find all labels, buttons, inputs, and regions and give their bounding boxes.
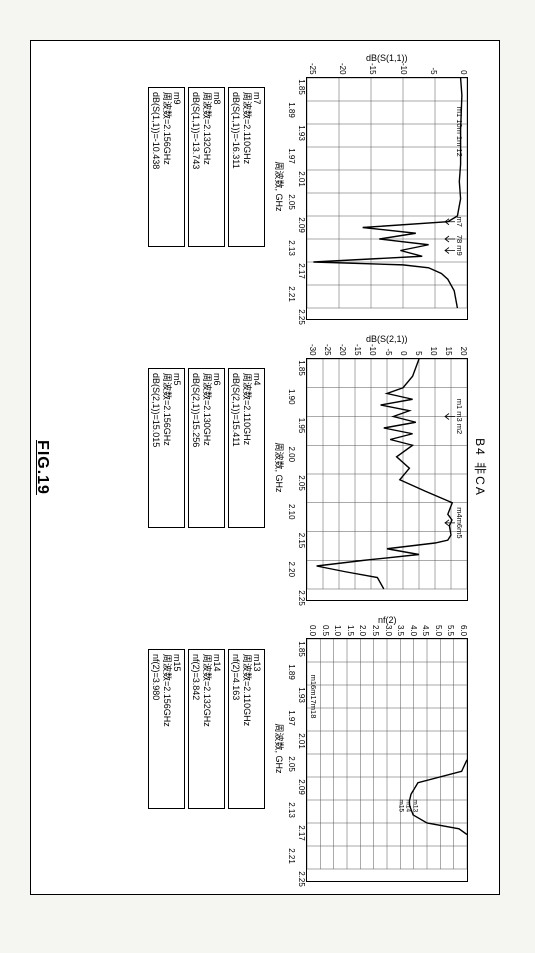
chart-panel-s11: dB(S(1,1))0-5-10-15-20-25 m1 10m 1m 12 m7 7…	[145, 53, 468, 320]
marker-box-m9: m9周波数=2.156GHzdB(S(1,1))=-10.438	[148, 87, 185, 247]
marker-line: 周波数=2.132GHz	[201, 92, 211, 242]
marker-line: nf(2)=3.842	[191, 654, 201, 804]
marker-line: 周波数=2.130GHz	[201, 373, 211, 523]
marker-line: dB(S(1,1))=-13.743	[191, 92, 201, 242]
figure-caption: FIG.19	[33, 41, 51, 894]
y-ticks: 0-5-10-15-20-25	[308, 63, 468, 77]
marker-line: dB(S(2,1))=15.256	[191, 373, 201, 523]
x-ticks: 1.851.891.931.972.012.052.092.132.172.21…	[284, 649, 306, 879]
marker-line: dB(S(2,1))=15.411	[231, 373, 241, 523]
marker-box-m15: m15周波数=2.156GHznf(2)=3.980	[148, 649, 185, 809]
svg-text:m9: m9	[455, 245, 464, 255]
plot-area: m1 m3 m2 m4m6m5	[306, 358, 468, 601]
marker-line: 周波数=2.156GHz	[161, 654, 171, 804]
marker-line: m5	[172, 373, 182, 523]
svg-text:m13m14m15: m13m14m15	[398, 800, 419, 813]
y-ticks: 20151050-5-10-15-20-25-30	[308, 344, 468, 358]
marker-line: 周波数=2.132GHz	[201, 654, 211, 804]
marker-line: dB(S(2,1))=15.015	[151, 373, 161, 523]
marker-line: m8	[212, 92, 222, 242]
page-title: B4 非CA	[472, 53, 489, 882]
marker-line: 周波数=2.156GHz	[161, 373, 171, 523]
marker-line: m4	[252, 373, 262, 523]
marker-line: m13	[252, 654, 262, 804]
chart-panel-nf2: nf(2)6.05.55.04.54.03.53.02.52.01.51.00.…	[145, 615, 468, 882]
marker-line: 周波数=2.110GHz	[241, 373, 251, 523]
svg-text:m16m17m18: m16m17m18	[309, 675, 318, 719]
marker-line: m6	[212, 373, 222, 523]
marker-box-m8: m8周波数=2.132GHzdB(S(1,1))=-13.743	[188, 87, 225, 247]
chart-panel-s21: dB(S(2,1))20151050-5-10-15-20-25-30m1 m3…	[145, 334, 468, 601]
marker-line: dB(S(1,1))=-16.311	[231, 92, 241, 242]
y-ticks: 6.05.55.04.54.03.53.02.52.01.51.00.50.0	[308, 625, 468, 638]
marker-line: m15	[172, 654, 182, 804]
x-ticks: 1.851.891.931.972.012.052.092.132.172.21…	[284, 87, 306, 317]
marker-box-m5: m5周波数=2.156GHzdB(S(2,1))=15.015	[148, 368, 185, 528]
svg-text:78: 78	[455, 234, 464, 242]
panels-row: dB(S(1,1))0-5-10-15-20-25 m1 10m 1m 12 m7 7…	[145, 53, 468, 882]
svg-text:m7: m7	[455, 216, 464, 226]
marker-line: nf(2)=3.980	[151, 654, 161, 804]
marker-line: m9	[172, 92, 182, 242]
marker-line: m14	[212, 654, 222, 804]
marker-line: nf(2)=4.163	[231, 654, 241, 804]
plot-area: m16m17m18 m13m14m15	[306, 638, 468, 882]
plot-area: m1 10m 1m 12 m7 78 m9	[306, 77, 468, 320]
y-axis-label: nf(2)	[306, 615, 468, 625]
marker-box-m6: m6周波数=2.130GHzdB(S(2,1))=15.256	[188, 368, 225, 528]
figure-page: B4 非CA dB(S(1,1))0-5-10-15-20-25m1 10m 1…	[30, 40, 500, 895]
marker-box-m14: m14周波数=2.132GHznf(2)=3.842	[188, 649, 225, 809]
marker-box-m4: m4周波数=2.110GHzdB(S(2,1))=15.411	[228, 368, 265, 528]
marker-line: 周波数=2.110GHz	[241, 92, 251, 242]
svg-text:m4m6m5: m4m6m5	[455, 507, 464, 538]
marker-line: 周波数=2.156GHz	[161, 92, 171, 242]
marker-line: dB(S(1,1))=-10.438	[151, 92, 161, 242]
svg-text:m1 10m 1m 12: m1 10m 1m 12	[455, 106, 464, 156]
y-axis-label: dB(S(1,1))	[306, 53, 468, 63]
marker-line: m7	[252, 92, 262, 242]
marker-line: 周波数=2.110GHz	[241, 654, 251, 804]
marker-box-m13: m13周波数=2.110GHznf(2)=4.163	[228, 649, 265, 809]
y-axis-label: dB(S(2,1))	[306, 334, 468, 344]
marker-box-m7: m7周波数=2.110GHzdB(S(1,1))=-16.311	[228, 87, 265, 247]
x-ticks: 1.851.901.952.002.052.102.152.202.25	[284, 368, 306, 598]
svg-text:m1 m3 m2: m1 m3 m2	[455, 398, 464, 433]
